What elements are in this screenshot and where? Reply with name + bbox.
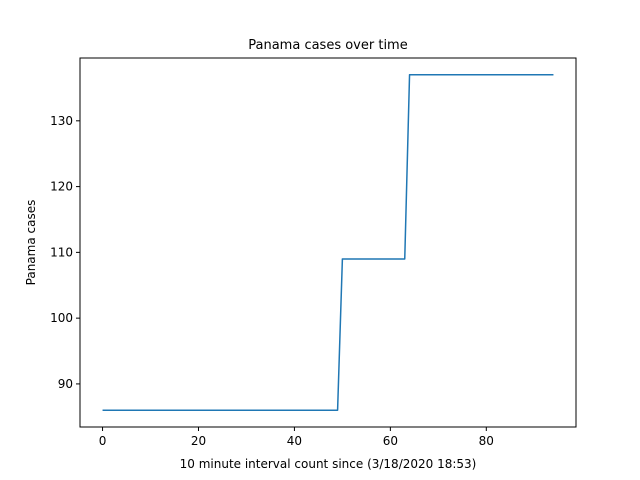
y-tick-label: 130	[50, 114, 73, 128]
x-tick-label: 40	[287, 434, 302, 448]
plot-area	[102, 74, 554, 411]
x-tick-label: 80	[479, 434, 494, 448]
y-tick-label: 90	[58, 377, 73, 391]
y-tick-label: 120	[50, 180, 73, 194]
x-tick-label: 60	[383, 434, 398, 448]
y-tick-label: 100	[50, 311, 73, 325]
x-axis-label: 10 minute interval count since (3/18/202…	[180, 457, 477, 471]
y-axis: 90 100 110 120 130	[50, 114, 80, 391]
x-tick-label: 20	[191, 434, 206, 448]
axes-frame	[79, 57, 577, 428]
y-axis-label: Panama cases	[24, 200, 38, 286]
y-tick-label: 110	[50, 245, 73, 259]
chart-title: Panama cases over time	[248, 38, 407, 53]
x-tick-label: 0	[99, 434, 107, 448]
series-line-0	[102, 74, 554, 411]
x-axis: 0 20 40 60 80	[99, 427, 494, 448]
